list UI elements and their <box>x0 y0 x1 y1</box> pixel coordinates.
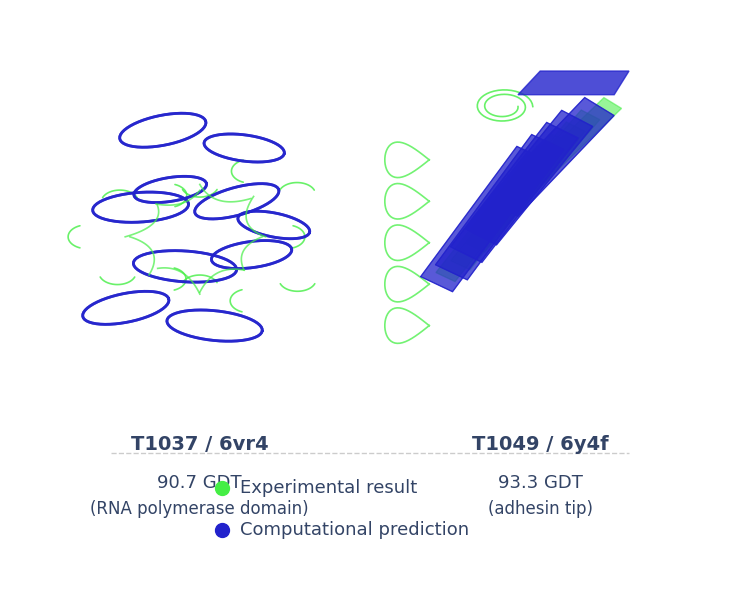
Text: T1049 / 6y4f: T1049 / 6y4f <box>472 435 608 454</box>
Polygon shape <box>518 71 629 95</box>
Polygon shape <box>465 122 585 252</box>
Text: (adhesin tip): (adhesin tip) <box>488 500 593 518</box>
Polygon shape <box>503 98 622 205</box>
Polygon shape <box>488 98 614 216</box>
Polygon shape <box>436 146 556 282</box>
Polygon shape <box>435 134 564 280</box>
Text: 90.7 GDT: 90.7 GDT <box>158 474 242 491</box>
Polygon shape <box>465 110 593 245</box>
Polygon shape <box>451 123 578 262</box>
Text: Computational prediction: Computational prediction <box>240 521 470 539</box>
Polygon shape <box>420 146 549 292</box>
Text: T1037 / 6vr4: T1037 / 6vr4 <box>131 435 269 454</box>
Text: (RNA polymerase domain): (RNA polymerase domain) <box>90 500 309 518</box>
Polygon shape <box>451 134 571 270</box>
Polygon shape <box>480 110 600 234</box>
Text: Experimental result: Experimental result <box>240 480 418 497</box>
Text: 93.3 GDT: 93.3 GDT <box>498 474 582 491</box>
